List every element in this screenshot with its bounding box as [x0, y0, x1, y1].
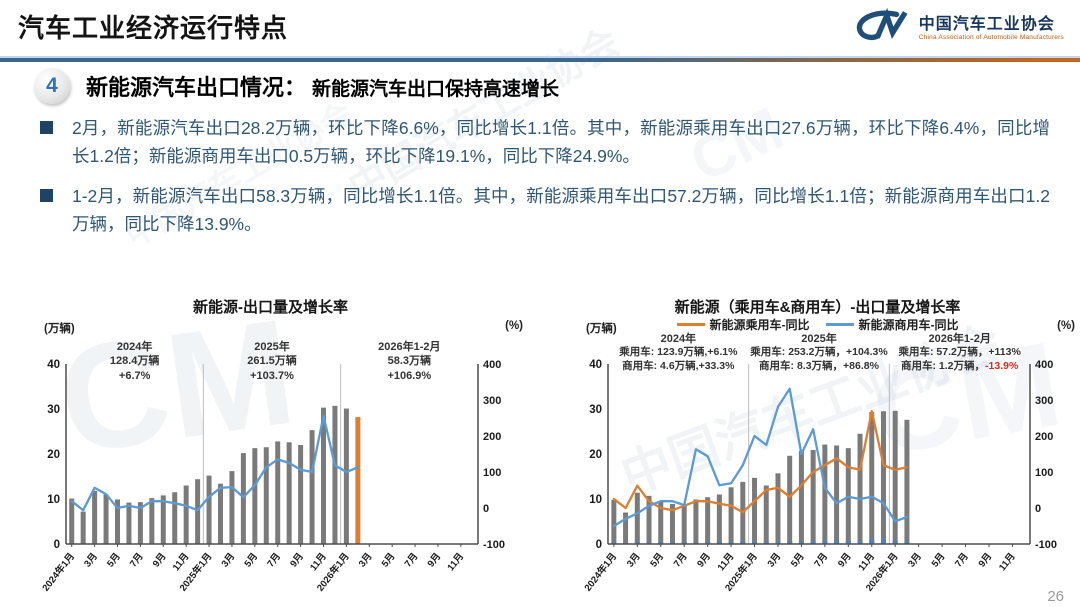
svg-text:2024年1月: 2024年1月 [40, 550, 77, 593]
left-axis-unit: (万辆) [44, 323, 75, 335]
svg-text:9月: 9月 [977, 551, 995, 569]
svg-text:2024年1月: 2024年1月 [582, 550, 619, 593]
svg-text:0: 0 [483, 503, 489, 515]
bar-series [69, 405, 361, 544]
svg-text:-100: -100 [1035, 539, 1057, 551]
svg-text:3月: 3月 [766, 551, 784, 569]
svg-text:300: 300 [483, 395, 501, 407]
svg-text:5月: 5月 [789, 551, 807, 569]
svg-text:5月: 5月 [105, 551, 123, 569]
svg-text:0: 0 [54, 539, 60, 551]
org-name-en: China Association of Automobile Manufact… [918, 33, 1064, 41]
svg-text:5月: 5月 [930, 551, 948, 569]
chart-title: 新能源（乘用车&商用车）-出口量及增长率 [674, 299, 961, 316]
org-logo: 中国汽车工业协会 China Association of Automobile… [853, 7, 1064, 49]
legend-item: 新能源商用车-同比 [825, 316, 959, 333]
line-series [612, 387, 909, 528]
line-series [70, 414, 359, 512]
chart-title: 新能源-出口量及增长率 [193, 299, 348, 316]
svg-text:3月: 3月 [82, 551, 100, 569]
legend-item: 新能源乘用车-同比 [676, 316, 810, 333]
svg-text:9月: 9月 [836, 551, 854, 569]
section-number-badge: 4 [34, 68, 70, 104]
svg-text:200: 200 [483, 431, 501, 443]
svg-text:7月: 7月 [265, 551, 283, 569]
bullet-item-jan-feb: 1-2月，新能源汽车出口58.3万辆，同比增长1.1倍。其中，新能源乘用车出口5… [38, 182, 1050, 238]
svg-text:11月: 11月 [445, 551, 466, 573]
svg-text:20: 20 [47, 449, 60, 461]
bullet-text: 2月，新能源汽车出口28.2万辆，环比下降6.6%，同比增长1.1倍。其中，新能… [72, 118, 1050, 166]
line-series [612, 410, 909, 514]
svg-text:11月: 11月 [716, 551, 737, 573]
svg-text:9月: 9月 [426, 551, 444, 569]
svg-text:11月: 11月 [308, 551, 329, 573]
header-divider [0, 56, 1080, 62]
bullet-square-icon [40, 121, 53, 134]
bar-series [611, 410, 910, 544]
left-axis-unit: (万辆) [586, 323, 617, 335]
svg-text:5月: 5月 [380, 551, 398, 569]
section-subtitle: 新能源汽车出口保持高速增长 [312, 79, 560, 100]
right-axis-unit: (%) [505, 320, 523, 332]
svg-text:3月: 3月 [906, 551, 924, 569]
bullet-text: 1-2月，新能源汽车出口58.3万辆，同比增长1.1倍。其中，新能源乘用车出口5… [72, 186, 1050, 234]
svg-text:200: 200 [1035, 431, 1053, 443]
svg-text:7月: 7月 [403, 551, 421, 569]
svg-text:40: 40 [47, 359, 60, 371]
svg-text:11月: 11月 [171, 551, 192, 573]
svg-text:100: 100 [483, 467, 501, 479]
svg-text:-100: -100 [483, 539, 505, 551]
svg-text:30: 30 [47, 404, 60, 416]
svg-text:0: 0 [596, 539, 602, 551]
chart-nev-export-total: 新能源-出口量及增长率 (万辆) (%) 0 10 20 30 40 -100 0 100 20… [18, 294, 523, 604]
section-heading: 新能源汽车出口情况： 新能源汽车出口保持高速增长 [86, 70, 559, 102]
svg-text:3月: 3月 [357, 551, 375, 569]
svg-text:9月: 9月 [151, 551, 169, 569]
chart-plot-area: 0 10 20 30 40 -100 0 100 200 300 400 2024年1月 3月 5月 7月 9… [560, 349, 1075, 601]
svg-text:3月: 3月 [220, 551, 238, 569]
svg-text:5月: 5月 [648, 551, 666, 569]
bullet-item-february: 2月，新能源汽车出口28.2万辆，环比下降6.6%，同比增长1.1倍。其中，新能… [38, 114, 1050, 170]
svg-text:0: 0 [1035, 503, 1041, 515]
svg-text:30: 30 [589, 404, 602, 416]
chart-plot-area: 0 10 20 30 40 -100 0 100 200 300 400 2024年1月 3月 5月 7月 9… [18, 349, 523, 601]
svg-text:7月: 7月 [812, 551, 830, 569]
svg-text:9月: 9月 [695, 551, 713, 569]
bullet-list: 2月，新能源汽车出口28.2万辆，环比下降6.6%，同比增长1.1倍。其中，新能… [38, 114, 1050, 250]
legend-line-swatch [676, 323, 705, 326]
section-title: 新能源汽车出口情况： [86, 75, 307, 100]
chart-svg: 0 10 20 30 40 -100 0 100 200 300 400 2024年1月 3月 5月 7月 9… [582, 359, 1057, 594]
svg-text:11月: 11月 [856, 551, 877, 573]
chart-nev-export-pv-cv: 新能源（乘用车&商用车）-出口量及增长率 新能源乘用车-同比 新能源商用车-同比 … [560, 294, 1075, 604]
page-title: 汽车工业经济运行特点 [18, 13, 289, 43]
svg-text:7月: 7月 [672, 551, 690, 569]
svg-text:20: 20 [589, 449, 602, 461]
legend-line-swatch [825, 323, 854, 326]
chart-legend: 新能源乘用车-同比 新能源商用车-同比 [560, 316, 1075, 333]
svg-text:400: 400 [1035, 359, 1053, 371]
svg-text:400: 400 [483, 359, 501, 371]
svg-text:100: 100 [1035, 467, 1053, 479]
caam-logo-icon [853, 7, 911, 49]
svg-text:11月: 11月 [997, 551, 1018, 573]
right-axis-unit: (%) [1057, 320, 1075, 332]
svg-text:10: 10 [47, 494, 60, 506]
svg-text:40: 40 [589, 359, 602, 371]
svg-text:10: 10 [589, 494, 602, 506]
page-number: 26 [1047, 588, 1064, 605]
svg-text:7月: 7月 [128, 551, 146, 569]
svg-text:5月: 5月 [242, 551, 260, 569]
svg-text:9月: 9月 [288, 551, 306, 569]
svg-text:7月: 7月 [953, 551, 971, 569]
svg-text:3月: 3月 [625, 551, 643, 569]
svg-text:300: 300 [1035, 395, 1053, 407]
bullet-square-icon [40, 189, 53, 202]
org-name-cn: 中国汽车工业协会 [918, 16, 1055, 34]
